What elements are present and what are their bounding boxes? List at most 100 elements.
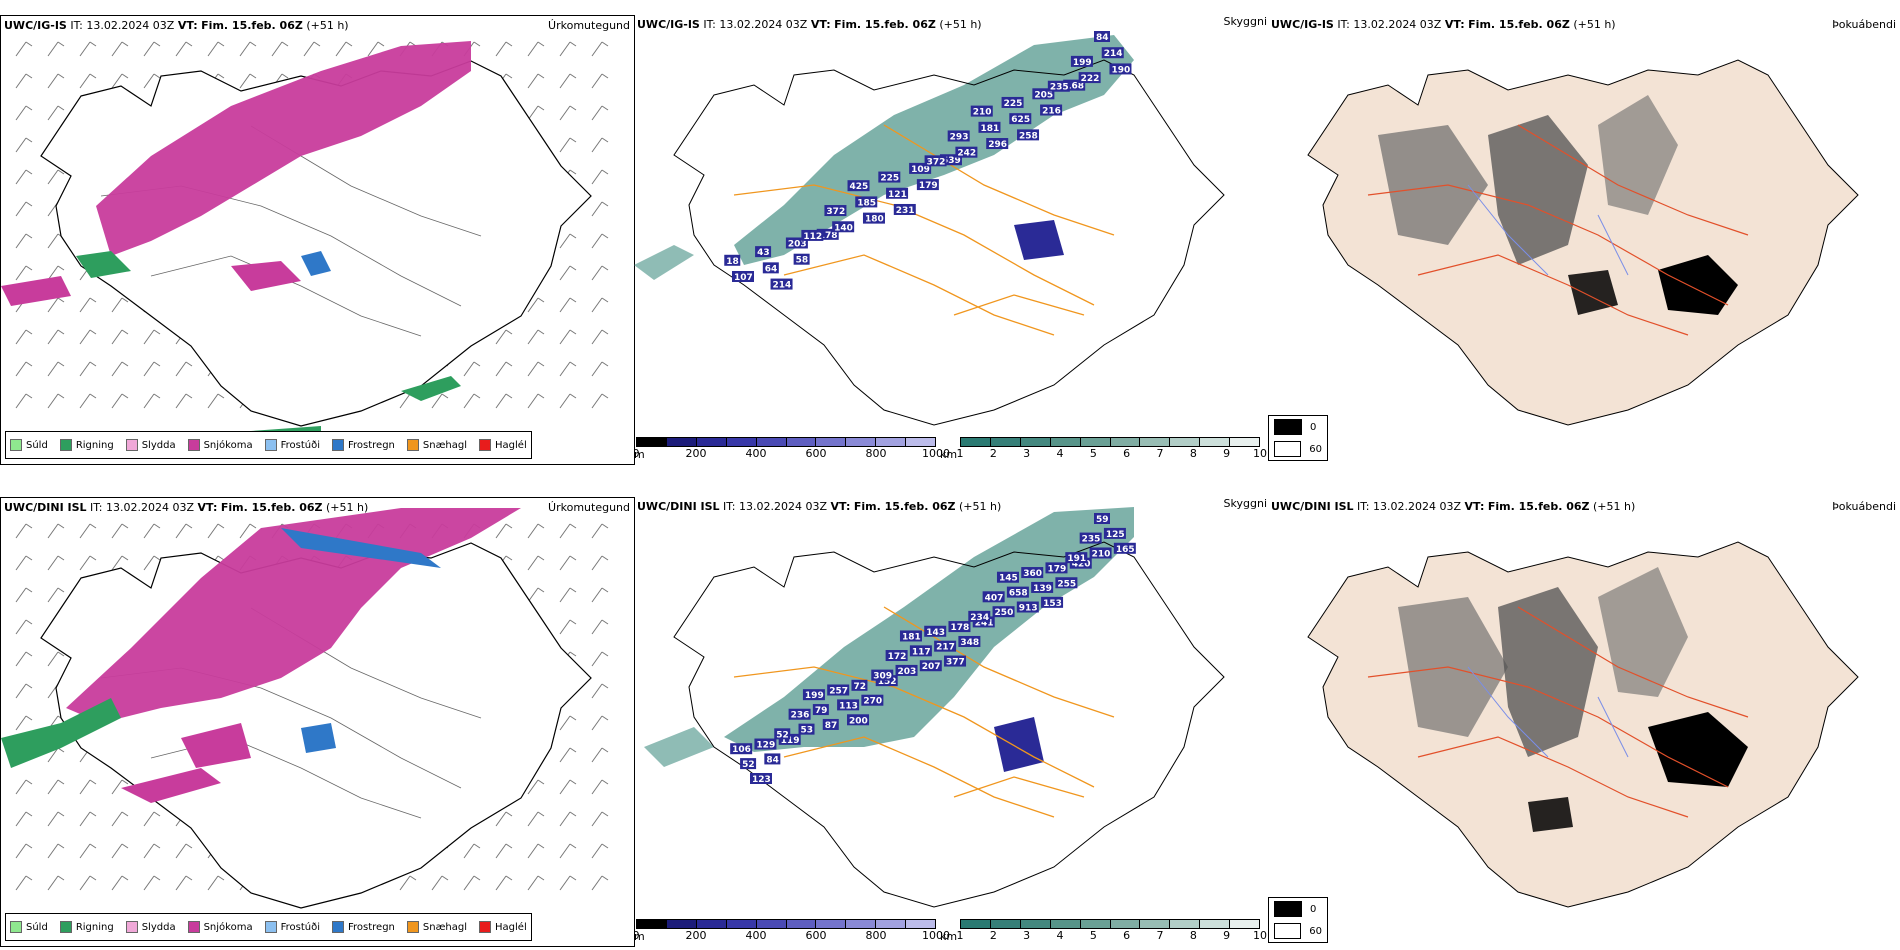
colorbar-tick-labels: 0 200 400 600 800 1000	[634, 929, 950, 942]
visibility-label: 190	[1111, 65, 1130, 75]
wind-barb	[111, 393, 123, 409]
wind-barb-flag	[441, 393, 449, 399]
visibility-label-bg	[1070, 55, 1093, 67]
wind-barb	[591, 169, 603, 185]
visibility-label-bg	[986, 138, 1009, 150]
visibility-label: 235	[1050, 83, 1069, 93]
wind-barb-flag	[25, 811, 33, 817]
wind-barb-flag	[89, 361, 97, 367]
colorbar-segment	[1050, 438, 1081, 446]
wind-barb	[463, 361, 475, 377]
wind-barb	[143, 393, 155, 409]
wind-barb	[15, 201, 27, 217]
colorbar-segment	[1110, 920, 1141, 928]
legend-item-snaehagl: Snæhagl	[406, 439, 467, 451]
visibility-label-bg	[934, 640, 957, 652]
visibility-label-bg	[847, 714, 870, 726]
colorbar-tick-label: 600	[805, 447, 827, 460]
wind-barb	[527, 555, 539, 571]
colorbar-segment	[1200, 920, 1231, 928]
fog-legend-row: 0	[1269, 416, 1327, 438]
precip-panel-bottom: UWC/DINI ISL IT: 13.02.2024 03Z VT: Fim.…	[0, 497, 635, 947]
wind-barb-flag	[89, 73, 97, 79]
wind-barb	[527, 811, 539, 827]
wind-barb-flag	[57, 843, 65, 849]
colorbar-tick-label: 8	[1189, 447, 1197, 460]
visibility-label: 216	[1042, 107, 1061, 117]
wind-barb-flag	[505, 875, 513, 881]
wind-barb-flag	[153, 875, 161, 881]
fog-index-dark	[1528, 797, 1573, 832]
colorbar-tick-label: 2	[989, 447, 997, 460]
wind-barb	[591, 779, 603, 795]
wind-barb-flag	[121, 329, 129, 335]
wind-barb-flag	[569, 843, 577, 849]
wind-barb-flag	[121, 361, 129, 367]
wind-barb-flag	[57, 169, 65, 175]
wind-barb-flag	[153, 329, 161, 335]
wind-barb	[559, 875, 571, 891]
wind-barb-flag	[185, 523, 193, 529]
legend-swatch	[406, 439, 419, 451]
visibility-label: 234	[970, 613, 989, 623]
roads	[733, 124, 1115, 336]
fog-map	[1307, 541, 1859, 908]
colorbar-tick-label: 800	[865, 447, 887, 460]
wind-barb	[591, 555, 603, 571]
wind-barb-flag	[537, 393, 545, 399]
cbar-unit-km: km	[940, 448, 958, 461]
visibility-label: 107	[734, 273, 753, 283]
wind-barb	[559, 329, 571, 345]
visibility-label: 143	[926, 628, 945, 638]
wind-barb	[47, 73, 59, 89]
visibility-label-bg	[824, 205, 847, 217]
wind-barb	[111, 811, 123, 827]
wind-barb-flag	[409, 875, 417, 881]
visibility-label: 139	[1033, 584, 1052, 594]
wind-barb	[47, 297, 59, 313]
wind-barb	[175, 523, 187, 539]
visibility-label-bg	[955, 146, 978, 158]
wind-barb-flag	[89, 875, 97, 881]
wind-barb-flag	[57, 329, 65, 335]
wind-barb-flag	[25, 201, 33, 207]
wind-barb	[239, 523, 251, 539]
fog-index-shading	[1398, 597, 1508, 737]
wind-barb-flag	[57, 393, 65, 399]
colorbar-segment	[756, 920, 787, 928]
wind-barb	[15, 811, 27, 827]
wind-barb-flag	[185, 843, 193, 849]
fog-legend-row: 60	[1269, 920, 1327, 942]
panel-title: Skyggni	[1223, 15, 1267, 28]
wind-barb-flag	[25, 619, 33, 625]
wind-barb-flag	[601, 201, 609, 207]
visibility-label-bg	[944, 655, 967, 667]
panel-header: UWC/IG-IS IT: 13.02.2024 03Z VT: Fim. 15…	[1271, 18, 1616, 31]
visibility-label: 255	[1057, 579, 1076, 589]
legend-swatch	[59, 439, 72, 451]
iceland-outline	[1307, 59, 1859, 426]
wind-barb	[79, 779, 91, 795]
legend-swatch	[125, 921, 138, 933]
legend-item-haglel: Haglél	[479, 921, 527, 933]
wind-barb-flag	[537, 41, 545, 47]
wind-barb	[79, 393, 91, 409]
wind-barb	[175, 361, 187, 377]
visibility-label-bg	[895, 664, 918, 676]
wind-barb	[463, 393, 475, 409]
wind-barb	[47, 747, 59, 763]
wind-barb-flag	[217, 555, 225, 561]
legend-swatch	[264, 921, 277, 933]
wind-barb	[495, 811, 507, 827]
wind-barb	[527, 587, 539, 603]
visibility-label: 199	[1073, 58, 1092, 68]
wind-barb-flag	[249, 41, 257, 47]
fog-legend-row: 0	[1269, 898, 1327, 920]
panel-title: Þokuábendi	[1832, 500, 1896, 513]
visibility-label: 210	[1092, 549, 1111, 559]
wind-barb	[47, 233, 59, 249]
wind-barb-flag	[57, 875, 65, 881]
visibility-label: 231	[896, 206, 915, 216]
visibility-shading	[734, 35, 1134, 265]
visibility-label: 270	[863, 697, 882, 707]
